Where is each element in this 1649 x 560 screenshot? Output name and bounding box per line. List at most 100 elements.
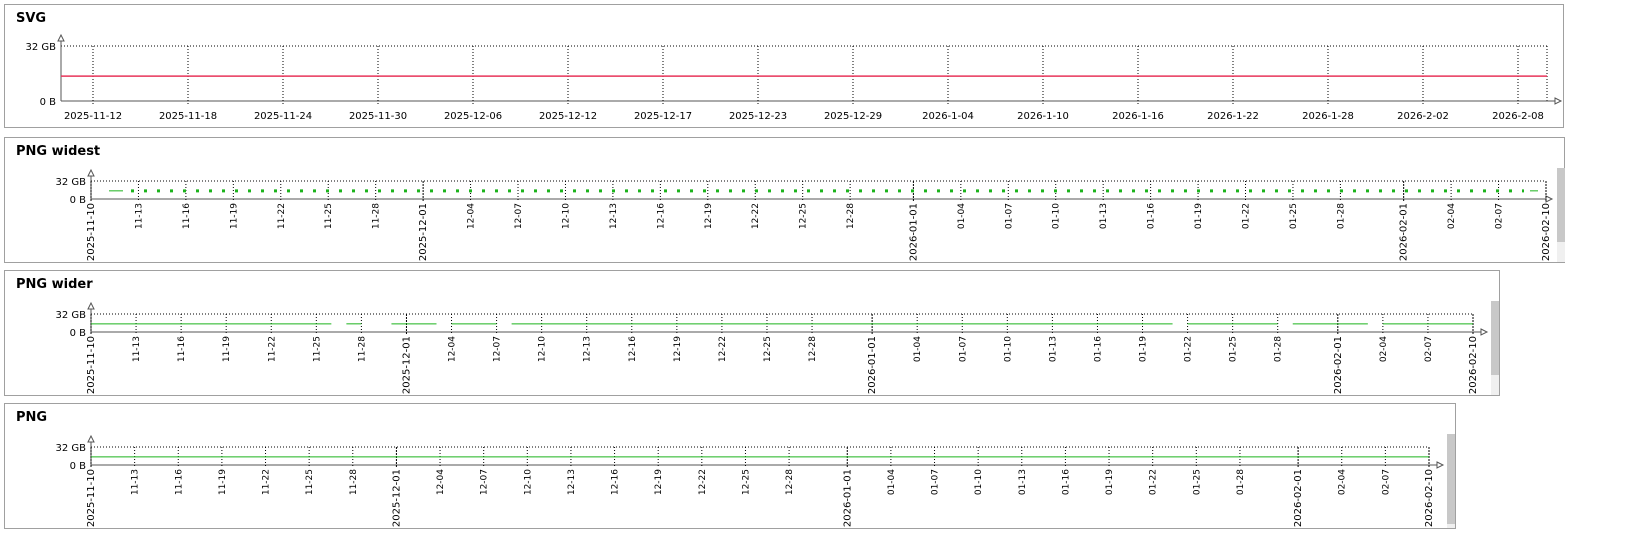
x-tick-label: 11-16 (177, 336, 187, 362)
x-tick-label: 01-19 (1139, 336, 1149, 362)
x-tick-label: 2026-02-01 (1333, 336, 1344, 394)
y-tick-label: 0 B (40, 97, 57, 108)
panel-svg: SVG 32 GB 0 B 2025-11-12 2025-11-18 2025-11-… (4, 4, 1564, 128)
x-tick-label: 12-04 (467, 203, 477, 229)
panel-title: PNG wider (16, 277, 93, 292)
vertical-scrollbar[interactable] (1557, 168, 1565, 262)
x-tick-label: 01-28 (1336, 203, 1346, 229)
x-tick-label: 2025-11-30 (349, 111, 407, 122)
x-tick-label: 12-19 (673, 336, 683, 362)
x-tick-label: 2025-11-18 (159, 111, 217, 122)
vertical-scrollbar[interactable] (1447, 434, 1455, 528)
x-tick-label: 01-22 (1242, 203, 1252, 229)
x-tick-label: 01-16 (1147, 203, 1157, 229)
x-tick-label: 11-13 (131, 469, 141, 495)
y-tick-label: 32 GB (55, 310, 86, 321)
x-tick-label: 12-19 (654, 469, 664, 495)
x-tick-label: 01-13 (1018, 469, 1028, 495)
x-tick-label: 01-10 (974, 469, 984, 495)
x-tick-label: 11-19 (218, 469, 228, 495)
x-tick-label: 2026-02-10 (1468, 336, 1479, 394)
x-tick-label: 12-22 (718, 336, 728, 362)
x-axis-arrow (1436, 461, 1445, 469)
panel-title: SVG (16, 11, 47, 26)
x-tick-label: 12-10 (523, 469, 533, 495)
x-tick-label: 2025-11-10 (86, 469, 97, 527)
x-tick-label: 11-22 (277, 203, 287, 229)
x-tick-label: 01-16 (1061, 469, 1071, 495)
y-axis-arrow (87, 168, 95, 177)
x-tick-label: 2025-12-17 (634, 111, 692, 122)
x-tick-label: 2026-02-01 (1399, 203, 1410, 261)
x-tick-label: 12-04 (448, 336, 458, 362)
x-tick-label: 12-16 (656, 203, 666, 229)
x-tick-label: 12-04 (436, 469, 446, 495)
x-tick-label: 2026-2-08 (1492, 111, 1544, 122)
x-tick-label: 01-10 (1003, 336, 1013, 362)
x-tick-label: 11-25 (324, 203, 334, 229)
x-tick-label: 01-25 (1289, 203, 1299, 229)
x-tick-label: 2026-1-10 (1017, 111, 1069, 122)
x-tick-label: 2025-11-10 (86, 203, 97, 261)
x-tick-label: 2026-1-16 (1112, 111, 1164, 122)
x-tick-label: 01-04 (957, 203, 967, 229)
x-tick-label: 12-28 (785, 469, 795, 495)
x-tick-label: 12-28 (808, 336, 818, 362)
x-tick-label: 02-07 (1381, 469, 1391, 495)
x-tick-label: 11-16 (174, 469, 184, 495)
x-tick-label: 12-16 (628, 336, 638, 362)
y-tick-label: 32 GB (25, 42, 56, 53)
x-tick-label: 2025-11-12 (64, 111, 122, 122)
x-tick-label: 12-07 (514, 203, 524, 229)
panel-title: PNG (16, 410, 48, 425)
x-tick-label: 12-13 (567, 469, 577, 495)
x-tick-label: 2025-12-06 (444, 111, 502, 122)
y-axis-arrow (87, 301, 95, 310)
x-tick-label: 11-28 (349, 469, 359, 495)
x-tick-label: 2025-12-01 (418, 203, 429, 261)
x-tick-label: 12-10 (561, 203, 571, 229)
y-axis-arrow (57, 33, 65, 42)
x-tick-label: 12-07 (493, 336, 503, 362)
x-tick-label: 12-07 (480, 469, 490, 495)
x-tick-label: 12-19 (704, 203, 714, 229)
x-tick-label: 12-22 (698, 469, 708, 495)
chart-svg: 32 GB 0 B 2025-11-12 2025-11-18 2025-11-24 20… (25, 33, 1563, 122)
y-tick-label: 0 B (70, 328, 87, 339)
scrollbar-thumb[interactable] (1491, 301, 1499, 375)
x-tick-label: 01-19 (1194, 203, 1204, 229)
scrollbar-thumb[interactable] (1557, 168, 1565, 242)
vertical-scrollbar[interactable] (1491, 301, 1499, 395)
scrollbar-thumb[interactable] (1447, 434, 1455, 524)
y-axis-arrow (87, 434, 95, 443)
x-tick-label: 01-28 (1236, 469, 1246, 495)
x-tick-label: 01-28 (1274, 336, 1284, 362)
x-tick-label: 02-07 (1495, 203, 1505, 229)
x-tick-label: 02-04 (1379, 336, 1389, 362)
x-tick-label: 02-04 (1447, 203, 1457, 229)
x-tick-label: 2025-12-01 (391, 469, 402, 527)
x-tick-label: 11-25 (312, 336, 322, 362)
x-tick-label: 01-10 (1052, 203, 1062, 229)
y-tick-label: 32 GB (55, 443, 86, 454)
x-tick-label: 01-25 (1229, 336, 1239, 362)
panel-png-wider: PNG wider 32 GB 0 B 2025-11-10 11-13 11-16 11… (4, 270, 1500, 396)
x-tick-label: 01-22 (1149, 469, 1159, 495)
x-tick-label: 2026-01-01 (867, 336, 878, 394)
x-tick-label: 01-13 (1048, 336, 1058, 362)
x-tick-label: 2026-1-22 (1207, 111, 1259, 122)
x-tick-label: 12-22 (751, 203, 761, 229)
x-tick-label: 2026-02-01 (1293, 469, 1304, 527)
x-tick-label: 12-25 (799, 203, 809, 229)
x-tick-label: 11-19 (222, 336, 232, 362)
x-tick-label: 01-16 (1093, 336, 1103, 362)
x-tick-label: 11-25 (305, 469, 315, 495)
x-tick-label: 11-13 (134, 203, 144, 229)
panel-title: PNG widest (16, 144, 101, 159)
x-axis-arrow (1554, 97, 1563, 105)
x-tick-label: 12-16 (611, 469, 621, 495)
x-axis-arrow (1545, 195, 1554, 203)
x-tick-label: 2025-12-12 (539, 111, 597, 122)
